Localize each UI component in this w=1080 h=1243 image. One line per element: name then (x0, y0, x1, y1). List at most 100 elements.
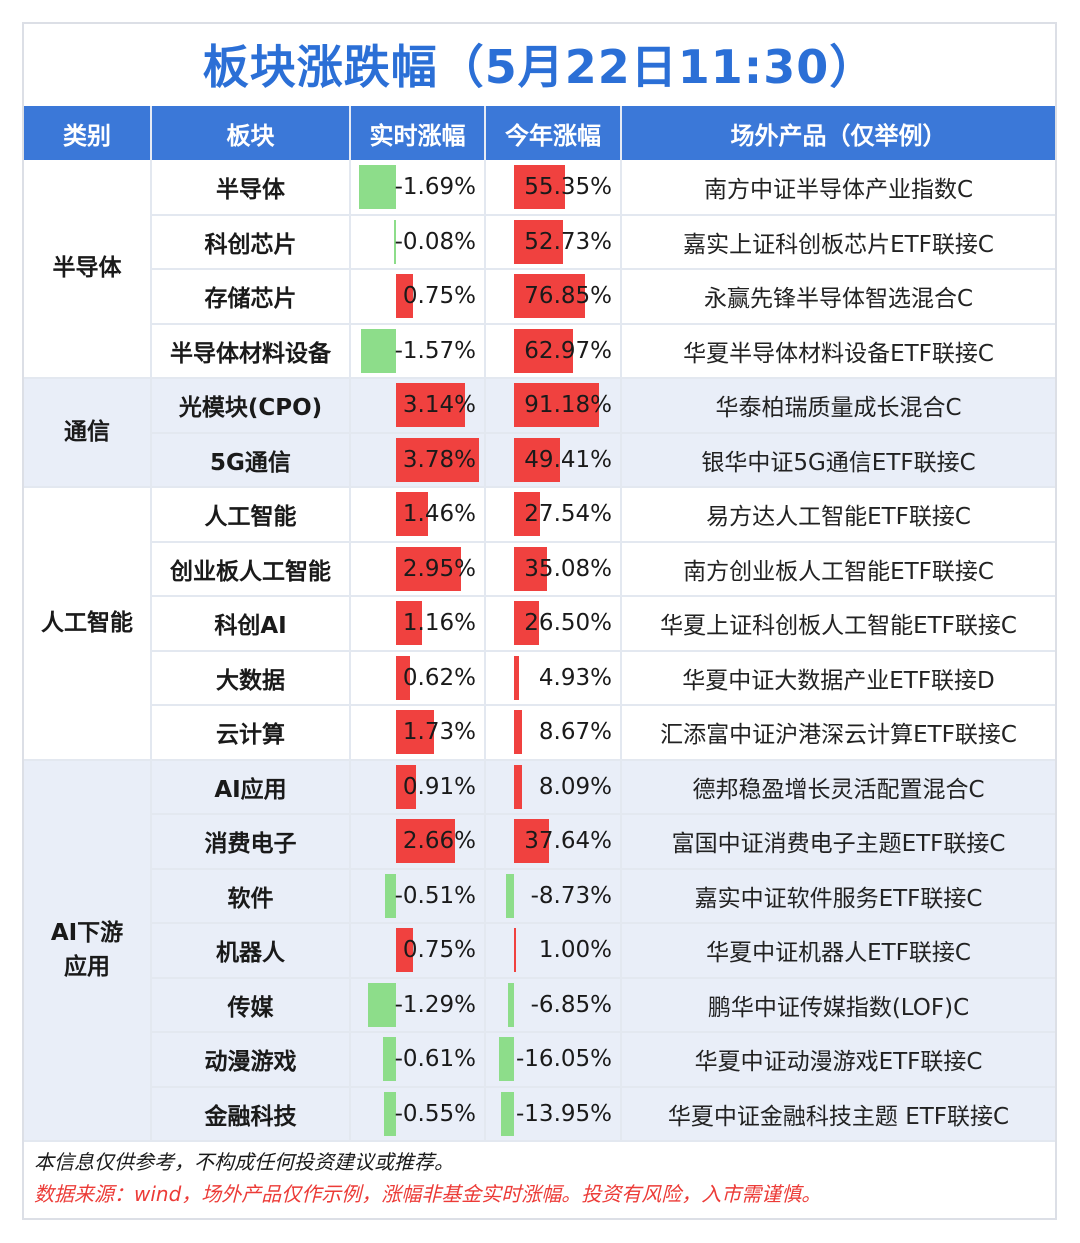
realtime-change-value: -0.61% (394, 1046, 476, 1073)
realtime-change-cell: -0.61% (350, 1032, 486, 1088)
ytd-change-bar (499, 1037, 514, 1082)
ytd-change-value: 27.54% (524, 501, 612, 528)
sector-name: 科创芯片 (151, 214, 351, 270)
category-cell: AI下游应用 (24, 759, 152, 1142)
realtime-change-bar (382, 1037, 396, 1082)
realtime-change-cell: -1.29% (350, 977, 486, 1033)
realtime-change-bar (384, 873, 396, 918)
realtime-change-value: 2.66% (402, 828, 476, 855)
ytd-change-value: 35.08% (524, 555, 612, 582)
ytd-change-bar (505, 873, 514, 918)
table-row: 通信 光模块(CPO) 3.14% 91.18% 华泰柏瑞质量成长混合C (24, 378, 1055, 488)
ytd-change-bar (514, 764, 522, 809)
realtime-change-value: -1.69% (394, 173, 476, 200)
ytd-change-bar (507, 982, 514, 1027)
ytd-change-value: 26.50% (524, 610, 612, 637)
realtime-change-value: -1.57% (394, 337, 476, 364)
product-name: 嘉实中证软件服务ETF联接C (621, 868, 1055, 924)
realtime-change-cell: 0.62% (350, 650, 486, 706)
ytd-change-value: -8.73% (530, 882, 612, 909)
ytd-change-cell: 8.09% (485, 759, 622, 815)
ytd-change-cell: 1.00% (485, 923, 622, 979)
realtime-change-bar (396, 274, 413, 319)
product-name: 华夏中证动漫游戏ETF联接C (621, 1032, 1055, 1088)
product-name: 华夏中证机器人ETF联接C (621, 923, 1055, 979)
realtime-change-cell: 0.75% (350, 269, 486, 325)
table-card: 板块涨跌幅（5月22日11:30） 类别 板块 实时涨幅 今年涨幅 场外产品（仅… (22, 22, 1057, 1220)
ytd-change-cell: 49.41% (485, 432, 622, 488)
realtime-change-value: 1.16% (402, 610, 476, 637)
ytd-change-value: 37.64% (524, 828, 612, 855)
product-name: 银华中证5G通信ETF联接C (621, 432, 1055, 488)
table-row: 动漫游戏 -0.61% -16.05% 华夏中证动漫游戏ETF联接C (24, 1032, 1055, 1088)
realtime-change-value: 3.14% (402, 392, 476, 419)
table-row: 消费电子 2.66% 37.64% 富国中证消费电子主题ETF联接C (24, 814, 1055, 870)
sector-name: 软件 (151, 868, 351, 924)
sector-name: 人工智能 (151, 487, 351, 543)
ytd-change-value: -16.05% (516, 1046, 612, 1073)
source-text: 数据来源：wind，场外产品仅作示例，涨幅非基金实时涨幅。投资有风险，入市需谨慎… (34, 1182, 822, 1206)
product-name: 永赢先锋半导体智选混合C (621, 269, 1055, 325)
ytd-change-bar (514, 383, 599, 428)
realtime-change-cell: 1.16% (350, 596, 486, 652)
ytd-change-value: 55.35% (524, 173, 612, 200)
ytd-change-cell: 76.85% (485, 269, 622, 325)
realtime-change-bar (396, 764, 417, 809)
sector-name: 大数据 (151, 650, 351, 706)
sector-name: 机器人 (151, 923, 351, 979)
sector-name: 半导体材料设备 (151, 323, 351, 379)
realtime-change-cell: 1.46% (350, 487, 486, 543)
ytd-change-value: 49.41% (524, 446, 612, 473)
header-category: 类别 (24, 106, 152, 160)
realtime-change-value: -0.55% (394, 1100, 476, 1127)
ytd-change-cell: 37.64% (485, 814, 622, 870)
product-name: 华夏中证大数据产业ETF联接D (621, 650, 1055, 706)
table-row: 半导体材料设备 -1.57% 62.97% 华夏半导体材料设备ETF联接C (24, 323, 1055, 379)
product-name: 华夏中证金融科技主题 ETF联接C (621, 1086, 1055, 1142)
realtime-change-cell: 2.66% (350, 814, 486, 870)
sector-name: 金融科技 (151, 1086, 351, 1142)
realtime-change-bar (396, 383, 466, 428)
sector-name: 创业板人工智能 (151, 541, 351, 597)
table-row: 存储芯片 0.75% 76.85% 永赢先锋半导体智选混合C (24, 269, 1055, 325)
ytd-change-bar (514, 492, 540, 537)
ytd-change-cell: 8.67% (485, 705, 622, 761)
realtime-change-cell: 0.91% (350, 759, 486, 815)
product-name: 华夏上证科创板人工智能ETF联接C (621, 596, 1055, 652)
header-ytd: 今年涨幅 (485, 106, 622, 160)
ytd-change-bar (501, 1091, 514, 1136)
ytd-change-bar (514, 546, 547, 591)
table-row: 5G通信 3.78% 49.41% 银华中证5G通信ETF联接C (24, 432, 1055, 488)
header-sector: 板块 (151, 106, 351, 160)
sector-name: 云计算 (151, 705, 351, 761)
realtime-change-bar (361, 328, 396, 373)
realtime-change-cell: 0.75% (350, 923, 486, 979)
realtime-change-cell: -0.08% (350, 214, 486, 270)
category-cell: 人工智能 (24, 487, 152, 761)
realtime-change-value: 0.75% (402, 283, 476, 310)
realtime-change-bar (396, 601, 422, 646)
header-realtime: 实时涨幅 (350, 106, 486, 160)
ytd-change-bar (514, 164, 566, 209)
ytd-change-cell: 27.54% (485, 487, 622, 543)
realtime-change-bar (396, 492, 429, 537)
product-name: 易方达人工智能ETF联接C (621, 487, 1055, 543)
realtime-change-bar (358, 164, 396, 209)
sector-name: 光模块(CPO) (151, 378, 351, 434)
ytd-change-value: -13.95% (516, 1100, 612, 1127)
ytd-change-value: -6.85% (530, 991, 612, 1018)
product-name: 南方创业板人工智能ETF联接C (621, 541, 1055, 597)
disclaimer-text: 本信息仅供参考，不构成任何投资建议或推荐。 (34, 1150, 454, 1174)
product-name: 汇添富中证沪港深云计算ETF联接C (621, 705, 1055, 761)
ytd-change-cell: -6.85% (485, 977, 622, 1033)
table-row: AI下游应用 AI应用 0.91% 8.09% 德邦稳盈增长灵活配置混合C (24, 759, 1055, 1142)
table-row: 科创AI 1.16% 26.50% 华夏上证科创板人工智能ETF联接C (24, 596, 1055, 652)
realtime-change-bar (394, 219, 396, 264)
realtime-change-cell: 3.14% (350, 378, 486, 434)
realtime-change-bar (396, 928, 413, 973)
ytd-change-cell: -16.05% (485, 1032, 622, 1088)
sector-name: 传媒 (151, 977, 351, 1033)
realtime-change-bar (396, 546, 461, 591)
ytd-change-cell: 35.08% (485, 541, 622, 597)
sector-name: 5G通信 (151, 432, 351, 488)
